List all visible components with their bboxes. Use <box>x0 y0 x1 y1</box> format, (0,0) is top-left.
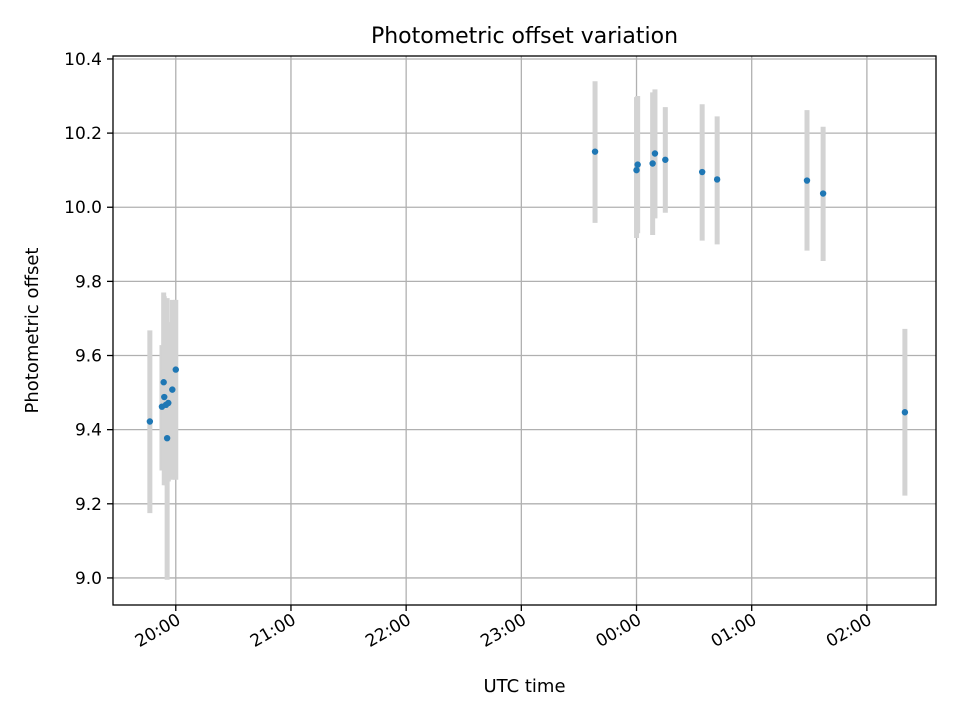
data-point <box>161 393 168 401</box>
data-point <box>651 150 659 157</box>
data-point <box>146 418 154 425</box>
y-tick-label: 9.6 <box>75 347 102 367</box>
data-point <box>662 156 669 163</box>
x-axis-label: UTC time <box>483 676 565 697</box>
y-tick-label: 10.2 <box>64 124 102 144</box>
data-point <box>163 434 171 442</box>
grid-layer <box>113 56 936 605</box>
y-axis-ticks: 9.0 9.2 9.4 9.6 9.8 10.0 10.2 10.4 <box>64 50 113 589</box>
y-tick-label: 10.0 <box>64 198 102 218</box>
data-point <box>633 166 640 174</box>
data-point <box>803 177 811 184</box>
data-point <box>698 168 706 176</box>
data-point <box>649 160 656 167</box>
data-point <box>591 148 599 155</box>
data-point <box>634 161 641 168</box>
data-point <box>172 366 179 373</box>
data-point <box>819 190 827 197</box>
data-point <box>713 176 721 183</box>
y-tick-label: 9.4 <box>75 421 102 441</box>
y-tick-label: 10.4 <box>64 50 102 70</box>
y-tick-label: 9.0 <box>75 569 102 589</box>
plot-frame <box>112 55 937 606</box>
y-axis-label: Photometric offset <box>22 248 43 414</box>
data-point <box>901 409 909 416</box>
data-point <box>169 386 176 393</box>
data-point <box>160 379 167 386</box>
chart-title: Photometric offset variation <box>371 24 678 49</box>
y-tick-label: 9.8 <box>75 272 102 292</box>
data-point <box>165 399 172 407</box>
marker-layer <box>146 148 909 442</box>
y-tick-label: 9.2 <box>75 495 102 515</box>
